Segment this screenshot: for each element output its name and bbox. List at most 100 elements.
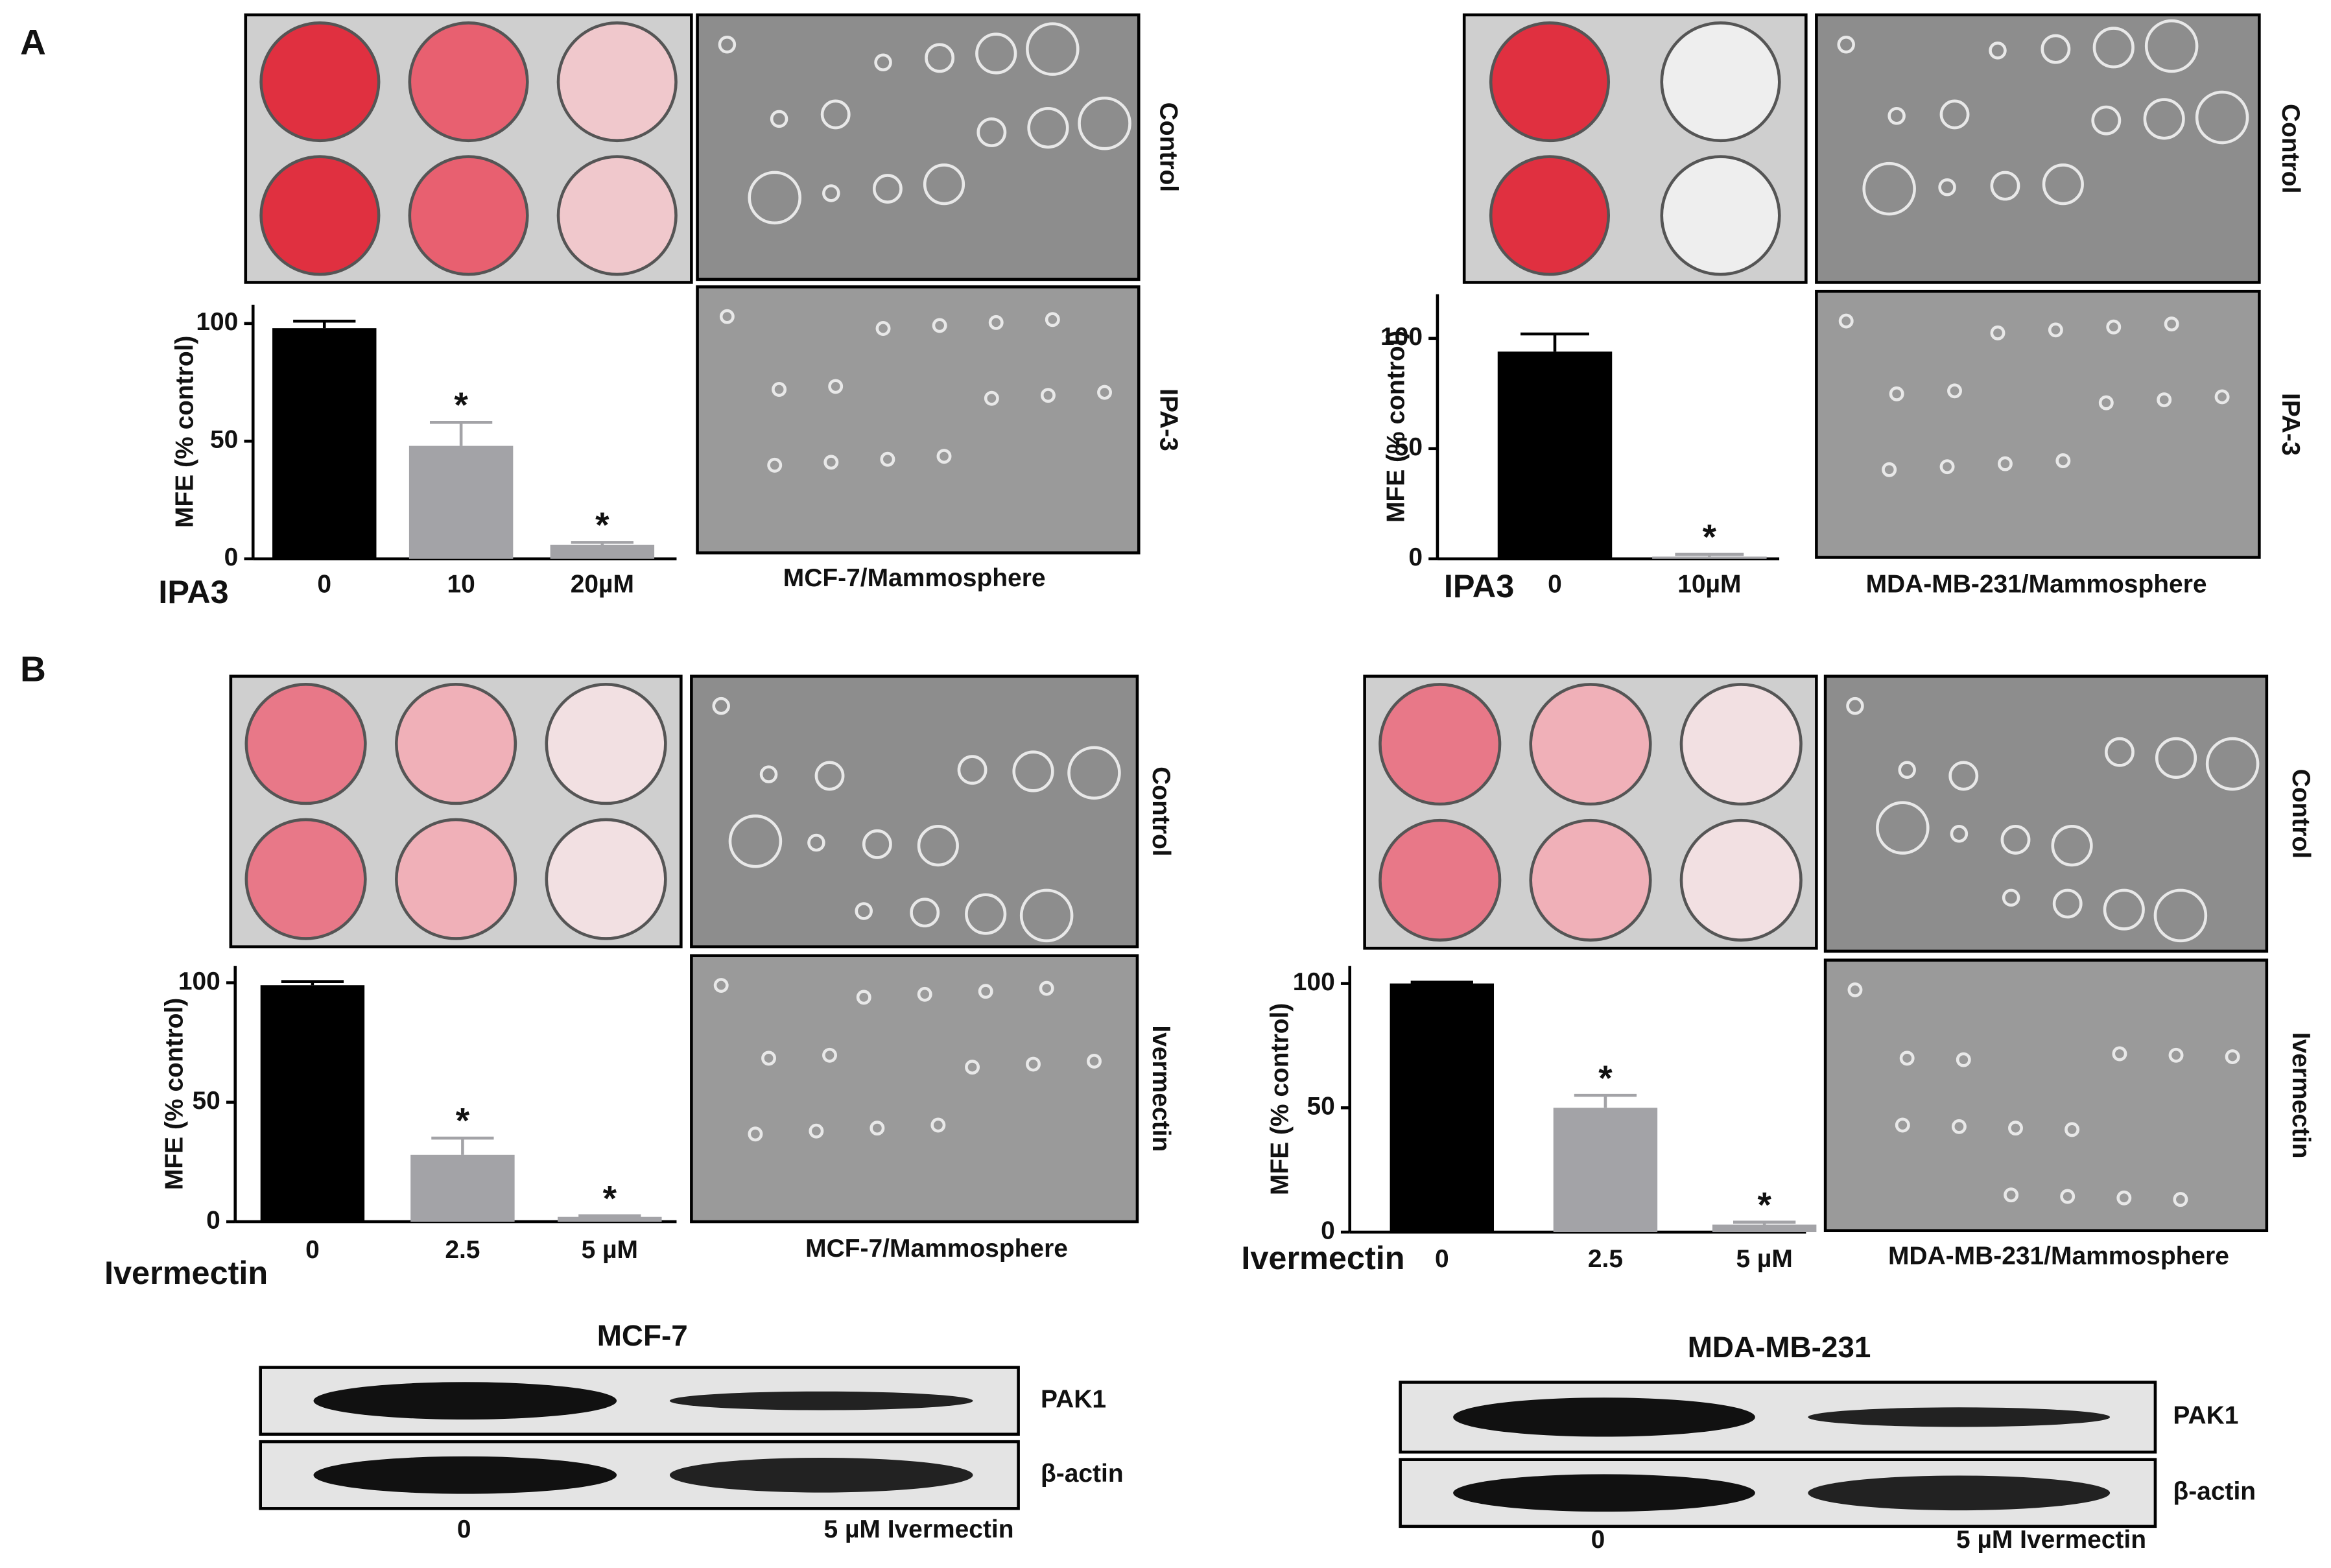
y-tick-label: 100 bbox=[1380, 323, 1423, 351]
error-bar bbox=[281, 980, 344, 986]
cell bbox=[770, 110, 788, 128]
condition-label: Ivermectin bbox=[2287, 1032, 2315, 1159]
condition-label: Control bbox=[2277, 104, 2304, 193]
well bbox=[545, 683, 667, 805]
condition-label: Control bbox=[1147, 766, 1175, 856]
y-axis-label: MFE (% control) bbox=[160, 998, 188, 1190]
cell bbox=[1012, 750, 1054, 792]
well bbox=[556, 21, 678, 143]
well bbox=[408, 21, 529, 143]
y-tick-label: 50 bbox=[1395, 433, 1423, 461]
panel-label: B bbox=[20, 648, 46, 689]
micrograph bbox=[1823, 958, 2269, 1233]
well bbox=[1660, 21, 1781, 143]
well bbox=[259, 21, 381, 143]
well bbox=[1378, 818, 1502, 942]
cell bbox=[2004, 1187, 2019, 1203]
cell bbox=[2214, 389, 2230, 405]
band bbox=[669, 1457, 973, 1493]
x-tick-label: 0 bbox=[1435, 1245, 1449, 1273]
cell bbox=[1019, 888, 1074, 943]
cell bbox=[1997, 456, 2013, 471]
x-tick-label: 2.5 bbox=[1588, 1245, 1623, 1273]
cell bbox=[2051, 825, 2093, 867]
cell bbox=[917, 825, 959, 867]
well bbox=[244, 818, 367, 940]
x-tick-label: 5 µM bbox=[1736, 1245, 1792, 1273]
cell bbox=[988, 315, 1004, 330]
cell bbox=[2103, 888, 2145, 931]
micrograph bbox=[690, 674, 1139, 949]
cell bbox=[2098, 395, 2114, 410]
x-tick-label: 0 bbox=[305, 1236, 320, 1264]
micro-caption: MCF-7/Mammosphere bbox=[805, 1235, 1068, 1263]
cell bbox=[1846, 696, 1864, 715]
bar bbox=[1712, 1224, 1817, 1233]
cell bbox=[2065, 1122, 2080, 1137]
blot-title: MDA-MB-231 bbox=[1688, 1331, 1871, 1364]
y-axis-label: MFE (% control) bbox=[1382, 331, 1410, 523]
y-tick-label: 100 bbox=[1293, 968, 1335, 996]
micrograph bbox=[690, 954, 1139, 1224]
cell bbox=[2205, 737, 2260, 791]
cell bbox=[2105, 737, 2135, 767]
cell bbox=[2168, 1047, 2184, 1063]
cell bbox=[748, 171, 801, 225]
significance: * bbox=[603, 1178, 617, 1218]
lane-label: 5 µM Ivermectin bbox=[1956, 1526, 2146, 1554]
significance: * bbox=[456, 1100, 470, 1141]
cell bbox=[772, 382, 787, 397]
cell bbox=[2164, 316, 2179, 332]
significance: * bbox=[1703, 517, 1717, 557]
cell bbox=[2048, 322, 2063, 338]
cell bbox=[1951, 1119, 1967, 1134]
cell bbox=[1026, 1056, 1041, 1072]
cell bbox=[1990, 325, 2006, 340]
cell bbox=[814, 761, 845, 791]
cell bbox=[862, 829, 892, 859]
micro-caption: MDA-MB-231/Mammosphere bbox=[1866, 570, 2207, 598]
significance: * bbox=[454, 385, 468, 425]
bar bbox=[558, 1217, 662, 1222]
bar bbox=[550, 544, 655, 559]
y-axis-label: MFE (% control) bbox=[1266, 1003, 1294, 1195]
cell bbox=[2112, 1046, 2127, 1062]
cell bbox=[2092, 27, 2135, 69]
blot-title: MCF-7 bbox=[597, 1319, 688, 1352]
error-bar bbox=[578, 1214, 641, 1218]
cell bbox=[1948, 761, 1979, 791]
cell bbox=[1067, 746, 1121, 800]
x-axis-label: Ivermectin bbox=[104, 1254, 268, 1291]
cell bbox=[719, 309, 735, 324]
cell bbox=[1889, 386, 1904, 401]
error-bar bbox=[431, 1136, 494, 1155]
cell bbox=[2106, 319, 2122, 335]
condition-label: Ivermectin bbox=[1147, 1025, 1175, 1152]
x-axis-label: Ivermectin bbox=[1241, 1239, 1404, 1276]
cell bbox=[823, 455, 839, 470]
cell bbox=[976, 117, 1007, 147]
cell bbox=[1847, 982, 1863, 997]
cell bbox=[874, 53, 892, 72]
cell bbox=[1939, 459, 1955, 475]
x-tick-label: 5 µM bbox=[582, 1236, 638, 1264]
error-bar bbox=[293, 319, 356, 329]
band-label: PAK1 bbox=[2173, 1402, 2238, 1430]
cell bbox=[759, 765, 778, 783]
y-tick-label: 100 bbox=[196, 308, 238, 336]
cell bbox=[2157, 392, 2172, 407]
cell bbox=[1882, 462, 1897, 477]
band bbox=[669, 1391, 973, 1410]
condition-label: Control bbox=[2287, 769, 2315, 859]
error-bar bbox=[1733, 1220, 1796, 1225]
micro-caption: MDA-MB-231/Mammosphere bbox=[1888, 1242, 2229, 1270]
band bbox=[1453, 1474, 1755, 1512]
y-tick-label: 0 bbox=[1408, 543, 1423, 571]
cell bbox=[1899, 1051, 1915, 1066]
cell bbox=[2143, 98, 2185, 140]
cell bbox=[1898, 761, 1916, 779]
cell bbox=[872, 174, 903, 204]
cell bbox=[1939, 99, 1970, 130]
x-tick-label: 10µM bbox=[1677, 570, 1741, 598]
cell bbox=[2116, 1190, 2132, 1206]
